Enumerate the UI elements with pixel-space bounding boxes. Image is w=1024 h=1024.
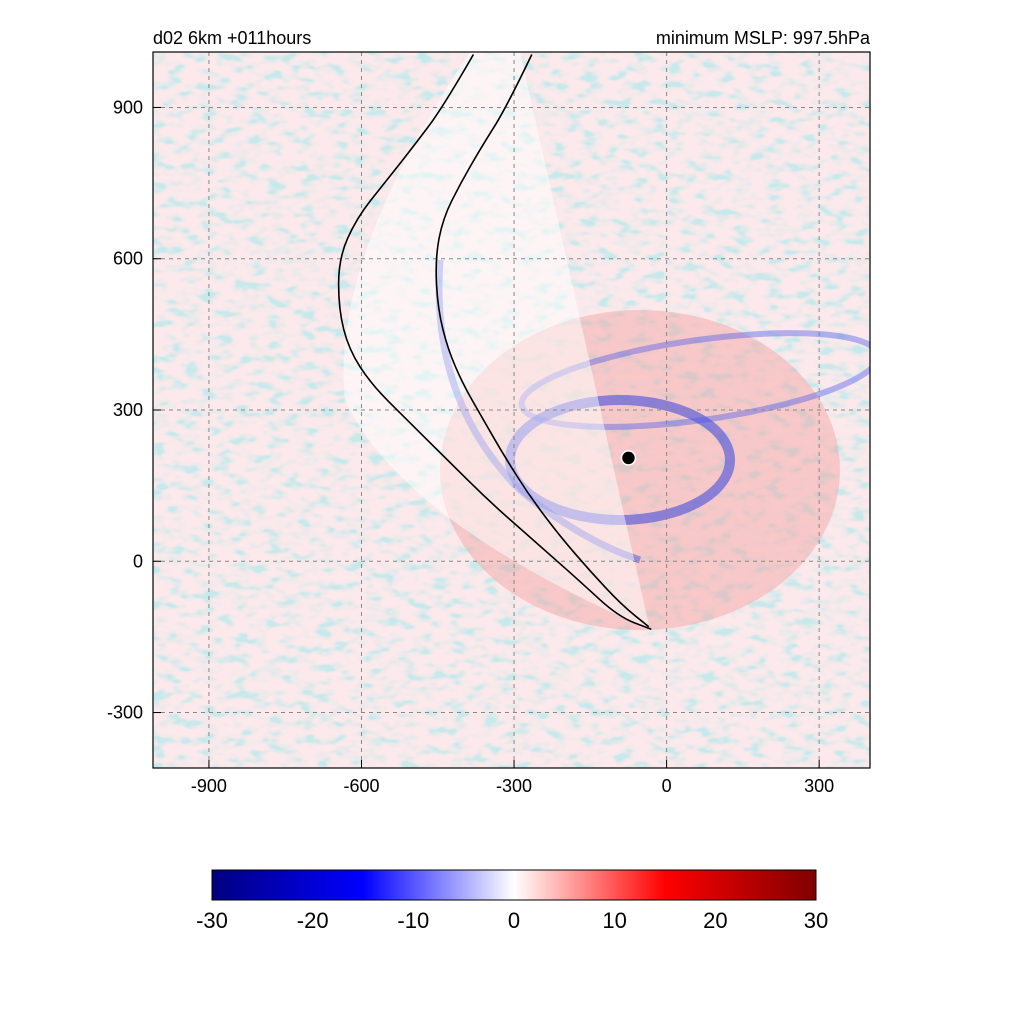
contour-line-1 bbox=[337, 54, 652, 631]
colorbar: -30 -20 -10 0 10 20 30 bbox=[196, 869, 828, 933]
colorbar-tick-label: 0 bbox=[508, 908, 520, 933]
colorbar-tick-label: -30 bbox=[196, 908, 228, 933]
y-tick-label: 0 bbox=[133, 551, 143, 571]
y-tick-label: 600 bbox=[113, 249, 143, 269]
colorbar-tick-label: 30 bbox=[804, 908, 828, 933]
colorbar-ticks: -30 -20 -10 0 10 20 30 bbox=[196, 908, 828, 933]
title-left: d02 6km +011hours bbox=[153, 28, 311, 48]
colorbar-tick-label: 10 bbox=[602, 908, 626, 933]
x-tick-label: -600 bbox=[343, 776, 379, 796]
colorbar-ramp bbox=[211, 869, 817, 901]
y-tick-label: 900 bbox=[113, 97, 143, 117]
contour-lines bbox=[337, 54, 652, 631]
x-tick-label: -300 bbox=[496, 776, 532, 796]
y-axis: -300 0 300 600 900 bbox=[107, 97, 161, 723]
y-tick-label: -300 bbox=[107, 703, 143, 723]
colorbar-tick-label: -10 bbox=[397, 908, 429, 933]
x-axis: -900 -600 -300 0 300 bbox=[191, 760, 834, 796]
storm-center-marker bbox=[620, 450, 637, 466]
contour-line-2 bbox=[435, 54, 650, 628]
crescent-light-band bbox=[343, 52, 650, 630]
x-tick-label: -900 bbox=[191, 776, 227, 796]
y-tick-label: 300 bbox=[113, 400, 143, 420]
heatmap-field bbox=[153, 52, 870, 768]
x-tick-label: 300 bbox=[804, 776, 834, 796]
colorbar-tick-label: -20 bbox=[297, 908, 329, 933]
title-right: minimum MSLP: 997.5hPa bbox=[656, 28, 871, 48]
x-tick-label: 0 bbox=[662, 776, 672, 796]
colorbar-tick-label: 20 bbox=[703, 908, 727, 933]
